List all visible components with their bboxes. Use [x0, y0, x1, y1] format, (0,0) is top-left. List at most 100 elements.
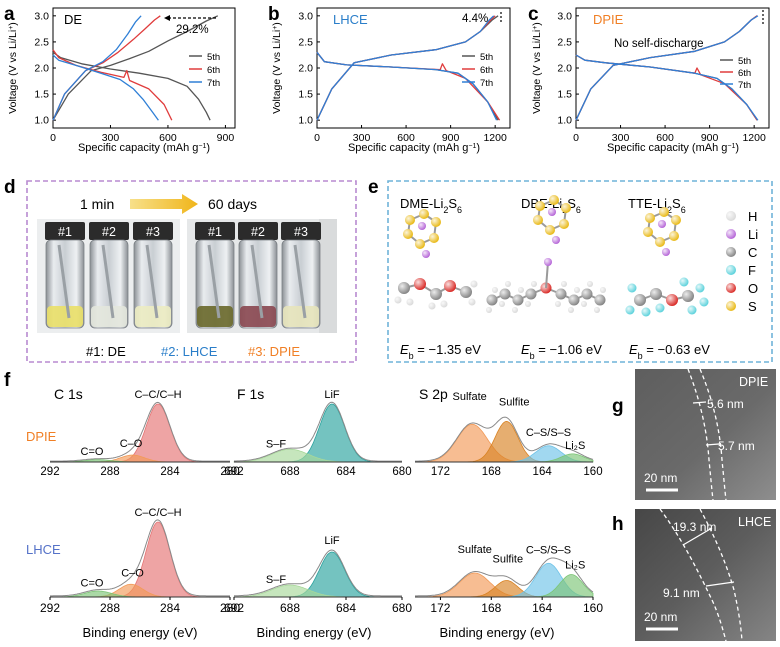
- panel-a-ylabel: Voltage (V vs Li/Li+): [7, 22, 19, 114]
- panel-a-xlabel: Specific capacity (mAh g−1): [78, 142, 210, 154]
- xps-peak: [234, 403, 402, 463]
- panel-c-title: DPIE: [593, 12, 624, 27]
- panel-f-letter: f: [4, 370, 11, 391]
- structure-dme-eb: Eb = −1.35 eV: [400, 342, 481, 361]
- atom-highlight: [671, 215, 681, 225]
- vial-electrode: [145, 244, 159, 319]
- vial-electrode: [57, 244, 71, 319]
- curve-7th: [52, 54, 159, 121]
- xps-xlabel-1: Binding energy (eV): [83, 625, 198, 640]
- atom-highlight: [658, 220, 666, 228]
- xps-col-title-s2p: S 2p: [419, 386, 448, 402]
- atom-highlight: [634, 294, 646, 306]
- xps-peak-label: C=O: [81, 446, 104, 458]
- vial-electrode: [293, 244, 307, 319]
- x-tick-label: 600: [159, 132, 177, 144]
- xps-peak-label: S–F: [266, 439, 286, 451]
- xps-x-tick-label: 688: [280, 466, 299, 478]
- atom-highlight: [695, 283, 705, 293]
- panel-g-scale-label: 20 nm: [644, 471, 677, 485]
- atom-highlight: [525, 301, 531, 307]
- curve-5th: [316, 51, 499, 121]
- xps-peak-label: C–S/S–S: [526, 427, 571, 439]
- xps-row-label-lhce: LHCE: [26, 542, 61, 557]
- vial-label: #2: [102, 225, 116, 239]
- structure-tte: TTE-Li2S6 Eb = −0.63 eV: [628, 196, 710, 361]
- y-tick-label: 3.0: [298, 10, 313, 22]
- photo-60days-shadow: [319, 219, 337, 333]
- legend-atom-label: O: [748, 281, 758, 296]
- curve-5th: [575, 15, 758, 121]
- x-tick-label: 300: [353, 132, 371, 144]
- atom-highlight: [555, 301, 561, 307]
- panel-g-label: DPIE: [739, 375, 768, 389]
- vial-cap: [195, 222, 235, 240]
- y-tick-label: 2.5: [298, 36, 313, 48]
- panel-c-legend: 5th 6th 7th: [720, 56, 751, 91]
- tem-image-dpie: [635, 369, 776, 500]
- atom-highlight: [687, 305, 697, 315]
- legend-atom-highlight: [726, 301, 736, 311]
- y-tick-label: 3.0: [557, 10, 572, 22]
- atom-highlight: [548, 208, 556, 216]
- panel-g-thickness-1: 5.6 nm: [707, 397, 744, 411]
- legend-atom-label: C: [748, 245, 757, 260]
- atom-highlight: [645, 213, 655, 223]
- atom-highlight: [627, 283, 637, 293]
- panel-g: g DPIE 5.6 nm 5.7 nm 20 nm: [612, 368, 776, 501]
- panel-h-thickness-1: 19.3 nm: [673, 520, 716, 534]
- panel-h-scale-label: 20 nm: [644, 610, 677, 624]
- xps-x-tick-label: 684: [336, 466, 356, 478]
- atom-highlight: [419, 209, 429, 219]
- panel-e-letter: e: [368, 177, 379, 198]
- xps-x-tick-label: 292: [40, 466, 59, 478]
- vial-label: #1: [208, 225, 222, 239]
- vial-cap: [281, 222, 321, 240]
- xps-x-tick-label: 172: [431, 466, 450, 478]
- atom-highlight: [525, 288, 537, 300]
- xps-col-title-c1s: C 1s: [54, 386, 83, 402]
- xps-peak-label: C=O: [81, 578, 104, 590]
- xps-x-tick-label: 164: [532, 601, 552, 615]
- y-tick-label: 1.5: [34, 89, 49, 101]
- atom-highlight: [460, 286, 472, 298]
- atom-highlight: [568, 307, 574, 313]
- atom-highlight: [470, 280, 478, 288]
- xps-envelope: [50, 519, 230, 597]
- y-tick-label: 2.0: [557, 63, 572, 75]
- panel-b-title: LHCE: [333, 12, 368, 27]
- vial-liquid: [47, 306, 83, 327]
- xps-peak: [50, 403, 230, 463]
- y-tick-label: 1.0: [34, 115, 49, 127]
- legend-atom-label: F: [748, 263, 756, 278]
- legend-atom-label: Li: [748, 227, 758, 242]
- atom-highlight: [574, 287, 580, 293]
- x-tick-label: 600: [656, 132, 674, 144]
- panel-d-box: [26, 180, 357, 363]
- y-tick-label: 3.0: [34, 10, 49, 22]
- xps-row-label-dpie: DPIE: [26, 429, 57, 444]
- xps-peak-label: S–F: [266, 574, 286, 586]
- panel-a-ticks: 0 300 600 900 1.0 1.5 2.0 2.5 3.0: [34, 10, 234, 144]
- panel-d-caption-3: #3: DPIE: [248, 344, 300, 359]
- xps-x-tick-label: 172: [430, 601, 450, 615]
- xps-peak-label: C–O: [120, 438, 143, 450]
- atom-highlight: [669, 231, 679, 241]
- xps-envelope: [50, 401, 230, 462]
- curve-7th: [52, 15, 142, 121]
- vial-cap: [89, 222, 129, 240]
- vial-label: #3: [294, 225, 308, 239]
- atom-highlight: [414, 278, 426, 290]
- y-tick-label: 2.0: [298, 63, 313, 75]
- xps-x-tick-label: 168: [481, 601, 501, 615]
- curve-6th: [52, 49, 173, 121]
- vial-label: #2: [251, 225, 265, 239]
- xps-peak-label: C–O: [121, 567, 144, 579]
- panel-b-letter: b: [268, 4, 280, 25]
- atom-highlight: [682, 290, 694, 302]
- atom-highlight: [662, 248, 670, 256]
- y-tick-label: 2.5: [34, 36, 49, 48]
- atom-highlight: [486, 307, 492, 313]
- sei-boundary-inner: [699, 368, 727, 501]
